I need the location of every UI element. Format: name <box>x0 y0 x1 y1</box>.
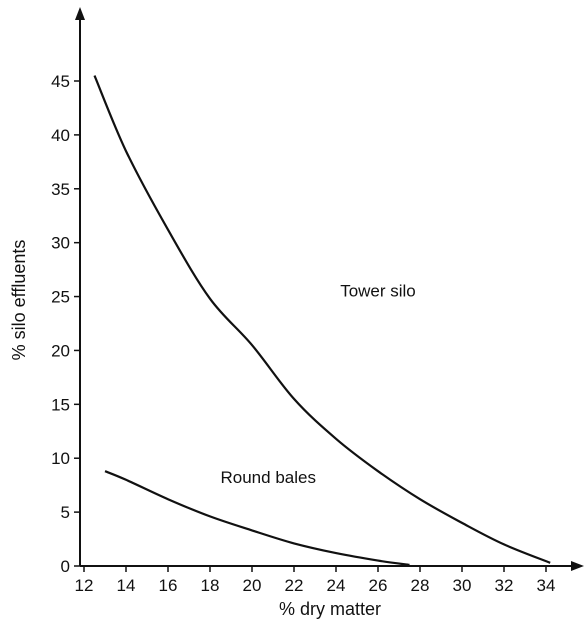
x-tick-label: 34 <box>537 576 556 595</box>
y-tick-label: 30 <box>51 234 70 253</box>
axes <box>75 7 584 571</box>
y-tick-label: 45 <box>51 72 70 91</box>
x-tick-label: 32 <box>495 576 514 595</box>
y-tick-label: 20 <box>51 341 70 360</box>
y-tick-label: 40 <box>51 126 70 145</box>
y-tick-label: 25 <box>51 288 70 307</box>
x-tick-label: 30 <box>453 576 472 595</box>
round-bales-curve <box>104 470 410 566</box>
tower-silo-curve <box>93 75 551 564</box>
round-bales-label: Round bales <box>221 468 316 487</box>
y-tick-label: 0 <box>61 557 70 576</box>
y-ticks: 0 5 10 15 20 25 30 35 40 45 <box>51 72 80 576</box>
x-tick-label: 12 <box>75 576 94 595</box>
x-ticks: 12 14 16 18 20 22 24 26 28 30 32 34 <box>75 566 556 595</box>
x-tick-label: 22 <box>285 576 304 595</box>
y-tick-label: 15 <box>51 395 70 414</box>
x-tick-label: 18 <box>201 576 220 595</box>
x-tick-label: 28 <box>411 576 430 595</box>
series-layer <box>93 75 551 566</box>
y-tick-label: 5 <box>61 503 70 522</box>
y-axis-title: % silo effluents <box>9 240 29 361</box>
x-tick-label: 26 <box>369 576 388 595</box>
x-tick-label: 16 <box>159 576 178 595</box>
x-tick-label: 14 <box>117 576 136 595</box>
x-tick-label: 24 <box>327 576 346 595</box>
tower-silo-label: Tower silo <box>340 282 416 301</box>
y-axis-arrowhead <box>75 7 85 20</box>
y-tick-label: 10 <box>51 449 70 468</box>
x-axis-title: % dry matter <box>279 599 381 619</box>
annotation-layer: Tower silo Round bales <box>221 282 416 487</box>
x-tick-label: 20 <box>243 576 262 595</box>
x-axis-arrowhead <box>571 561 584 571</box>
y-tick-label: 35 <box>51 180 70 199</box>
